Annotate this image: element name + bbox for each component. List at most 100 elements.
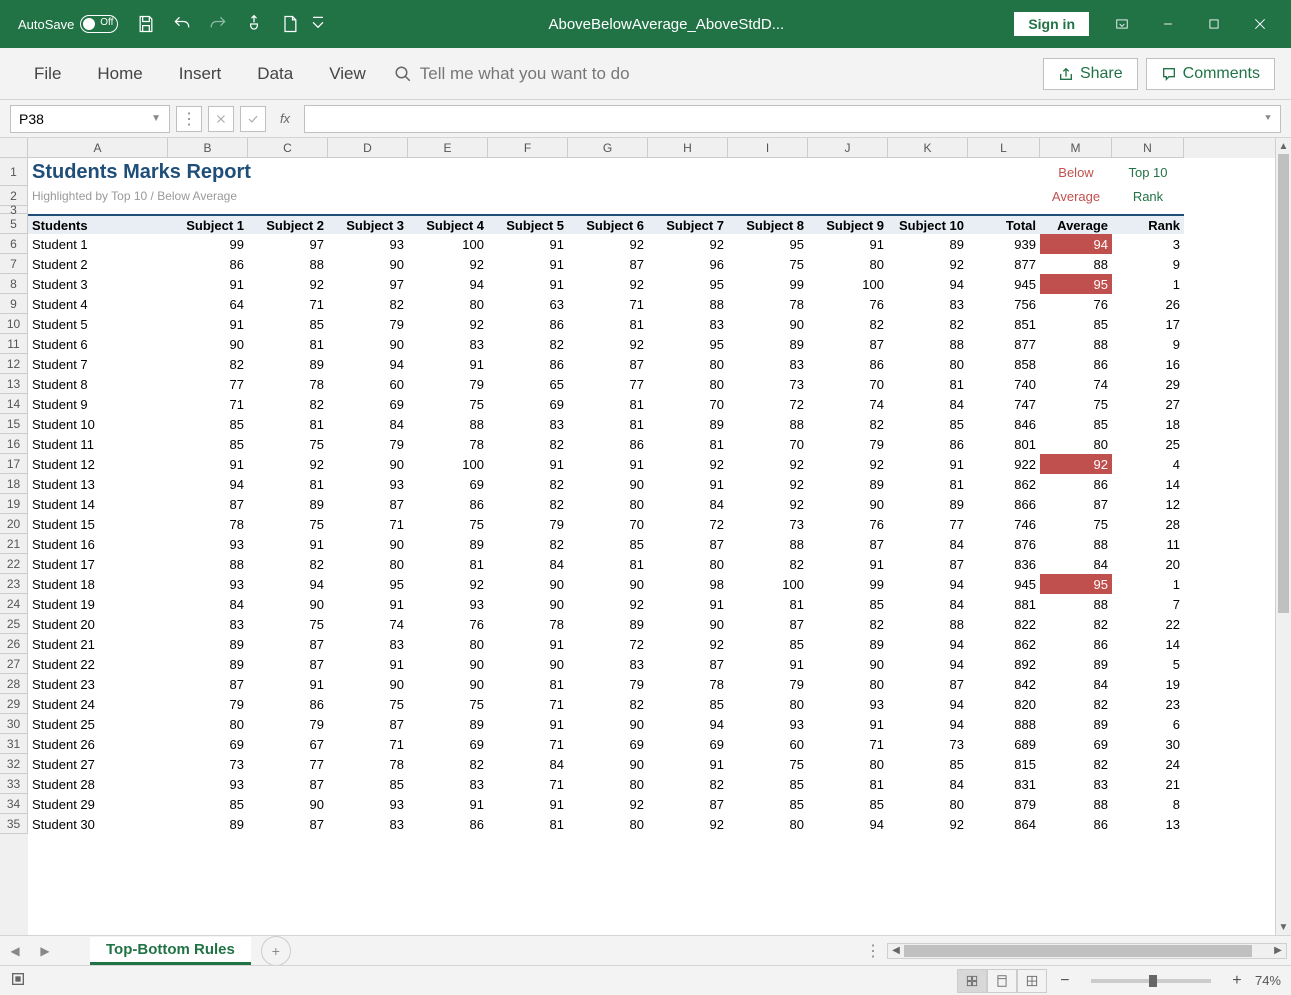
cell[interactable]: 746 (968, 514, 1040, 534)
row-header[interactable]: 12 (0, 354, 28, 374)
cell[interactable]: 92 (568, 594, 648, 614)
cell[interactable]: 84 (168, 594, 248, 614)
cell[interactable]: 866 (968, 494, 1040, 514)
cell[interactable]: 80 (568, 774, 648, 794)
cell[interactable]: 86 (1040, 634, 1112, 654)
cell[interactable]: 82 (1040, 614, 1112, 634)
row-header[interactable]: 5 (0, 214, 28, 234)
cell[interactable]: 99 (728, 274, 808, 294)
cell[interactable]: 90 (328, 334, 408, 354)
cell[interactable]: 74 (808, 394, 888, 414)
cell[interactable]: 92 (248, 274, 328, 294)
cell[interactable]: 69 (328, 394, 408, 414)
chevron-down-icon[interactable]: ▼ (151, 113, 161, 124)
cell[interactable]: 86 (1040, 474, 1112, 494)
cell[interactable]: 6 (1112, 714, 1184, 734)
cell[interactable]: 91 (328, 654, 408, 674)
zoom-out-button[interactable]: − (1057, 972, 1073, 990)
cell[interactable]: Student 21 (28, 634, 168, 654)
cell[interactable]: 90 (488, 594, 568, 614)
cell[interactable]: 90 (408, 654, 488, 674)
cell[interactable]: 86 (488, 354, 568, 374)
new-file-icon[interactable] (272, 6, 308, 42)
cell[interactable]: 95 (1040, 274, 1112, 294)
cell[interactable]: 19 (1112, 674, 1184, 694)
cell[interactable]: Student 18 (28, 574, 168, 594)
row-header[interactable]: 28 (0, 674, 28, 694)
row-header[interactable]: 15 (0, 414, 28, 434)
macro-record-icon[interactable] (10, 971, 26, 990)
col-header[interactable]: B (168, 138, 248, 158)
cell[interactable]: 88 (648, 294, 728, 314)
cell[interactable]: 922 (968, 454, 1040, 474)
cell[interactable]: 76 (808, 514, 888, 534)
expand-formula-icon[interactable]: ⯆ (1264, 113, 1272, 124)
cell[interactable]: Student 29 (28, 794, 168, 814)
cell[interactable]: 86 (408, 814, 488, 834)
cell[interactable]: Top 10 (1112, 158, 1184, 186)
cell[interactable]: 94 (328, 354, 408, 374)
cell[interactable]: 80 (808, 754, 888, 774)
cell[interactable]: 81 (568, 314, 648, 334)
cell[interactable]: 78 (648, 674, 728, 694)
cell[interactable]: 88 (1040, 594, 1112, 614)
cell[interactable]: 87 (568, 354, 648, 374)
cell[interactable]: Subject 2 (248, 214, 328, 234)
cell[interactable]: 71 (808, 734, 888, 754)
cell[interactable]: 77 (888, 514, 968, 534)
cell[interactable]: 93 (168, 574, 248, 594)
cell[interactable]: Subject 5 (488, 214, 568, 234)
cell[interactable]: 26 (1112, 294, 1184, 314)
cell[interactable]: 71 (488, 774, 568, 794)
cell[interactable]: 21 (1112, 774, 1184, 794)
cell[interactable]: 91 (488, 234, 568, 254)
cell[interactable]: 747 (968, 394, 1040, 414)
cell[interactable]: 60 (328, 374, 408, 394)
cell[interactable]: 81 (248, 334, 328, 354)
cell[interactable]: 92 (808, 454, 888, 474)
cell[interactable]: 90 (808, 494, 888, 514)
col-header[interactable]: J (808, 138, 888, 158)
cell[interactable]: 90 (728, 314, 808, 334)
cell[interactable]: 86 (1040, 354, 1112, 374)
cell[interactable]: 90 (328, 254, 408, 274)
cell[interactable]: 71 (328, 734, 408, 754)
cell[interactable]: 84 (888, 394, 968, 414)
cell[interactable]: 92 (1040, 454, 1112, 474)
cell[interactable]: 91 (248, 674, 328, 694)
cell[interactable]: 91 (488, 714, 568, 734)
cell[interactable]: Student 6 (28, 334, 168, 354)
cell[interactable]: 82 (728, 554, 808, 574)
cell[interactable]: 88 (1040, 334, 1112, 354)
cell[interactable]: 85 (568, 534, 648, 554)
cell[interactable]: 84 (1040, 554, 1112, 574)
cell[interactable]: 91 (168, 314, 248, 334)
cell[interactable]: 91 (488, 454, 568, 474)
cell[interactable]: Students (28, 214, 168, 234)
signin-button[interactable]: Sign in (1014, 12, 1089, 36)
cell[interactable]: 689 (968, 734, 1040, 754)
cell[interactable]: 28 (1112, 514, 1184, 534)
row-header[interactable]: 19 (0, 494, 28, 514)
cell[interactable]: 11 (1112, 534, 1184, 554)
cell[interactable]: 89 (728, 334, 808, 354)
cell[interactable]: 72 (648, 514, 728, 534)
cell[interactable]: 88 (248, 254, 328, 274)
cell[interactable]: 831 (968, 774, 1040, 794)
cell[interactable]: Student 27 (28, 754, 168, 774)
cell[interactable]: 71 (568, 294, 648, 314)
cell[interactable]: Student 3 (28, 274, 168, 294)
cell[interactable]: 88 (1040, 534, 1112, 554)
cell[interactable]: 83 (408, 774, 488, 794)
cell[interactable]: 842 (968, 674, 1040, 694)
cell[interactable]: 73 (168, 754, 248, 774)
cell[interactable]: 12 (1112, 494, 1184, 514)
cell[interactable]: 85 (728, 794, 808, 814)
cell[interactable]: 92 (648, 454, 728, 474)
cell[interactable]: Rank (1112, 214, 1184, 234)
cell[interactable]: 81 (568, 554, 648, 574)
cell[interactable]: 69 (568, 734, 648, 754)
cell[interactable]: 79 (808, 434, 888, 454)
save-icon[interactable] (128, 6, 164, 42)
row-header[interactable]: 33 (0, 774, 28, 794)
